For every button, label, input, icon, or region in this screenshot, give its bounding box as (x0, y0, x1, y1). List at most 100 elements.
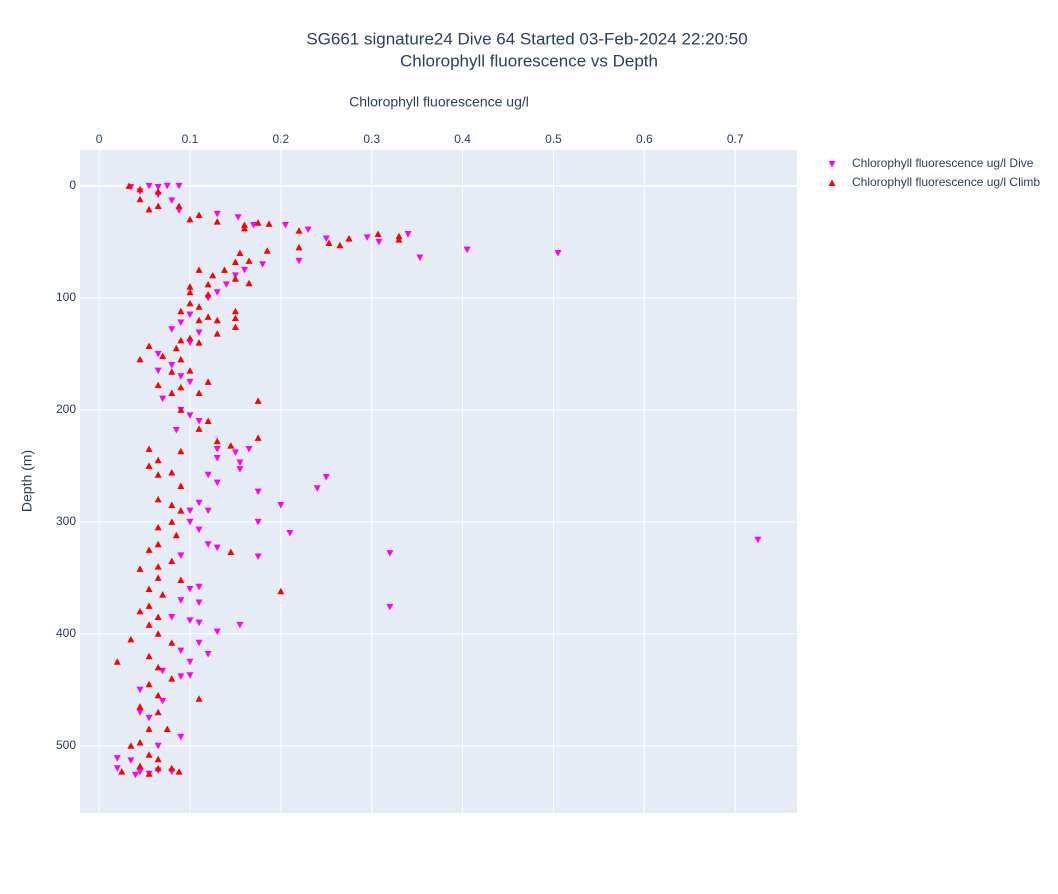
point (136, 185, 144, 193)
point (172, 426, 180, 434)
point (168, 469, 176, 476)
point (754, 536, 762, 544)
point (204, 313, 212, 320)
point (254, 434, 262, 441)
point (295, 257, 303, 265)
point (168, 501, 176, 509)
point (177, 383, 185, 391)
point (322, 474, 330, 481)
point (145, 462, 153, 469)
point (231, 449, 239, 456)
point (240, 224, 248, 232)
point (204, 507, 212, 515)
point (168, 557, 176, 565)
point (154, 367, 162, 375)
point (177, 673, 185, 680)
point (213, 218, 221, 225)
point (168, 368, 176, 375)
point (177, 319, 185, 326)
point (154, 574, 162, 581)
point (195, 266, 203, 273)
point (118, 768, 126, 775)
point (175, 768, 183, 775)
point (195, 619, 203, 627)
point (236, 466, 244, 473)
point (186, 412, 194, 419)
point (195, 583, 203, 591)
point (175, 207, 183, 214)
point (213, 454, 221, 462)
point (154, 630, 162, 637)
point (154, 755, 162, 763)
point (204, 280, 212, 288)
x-tick-label: 0.6 (636, 132, 653, 146)
point (177, 336, 185, 344)
point (286, 530, 294, 537)
point (363, 234, 371, 241)
point (231, 258, 239, 265)
point (195, 418, 203, 425)
point (186, 378, 194, 386)
point (240, 266, 248, 274)
y-tick-label: 300 (56, 514, 76, 528)
point (127, 635, 135, 643)
point (195, 211, 203, 218)
point (227, 548, 235, 556)
point (177, 482, 185, 489)
x-tick-label: 0.1 (182, 132, 199, 146)
point (281, 222, 289, 229)
point (154, 691, 162, 699)
point (195, 526, 203, 534)
point (186, 586, 194, 593)
point (136, 686, 144, 694)
point (254, 518, 262, 526)
point (227, 442, 235, 449)
x-tick-label: 0.5 (545, 132, 562, 146)
point (213, 289, 221, 296)
point (186, 283, 194, 290)
point (168, 197, 176, 204)
point (159, 591, 167, 598)
point (345, 234, 353, 242)
point (127, 742, 135, 749)
point (113, 755, 121, 762)
point (186, 311, 194, 319)
point (231, 307, 239, 315)
point (145, 621, 153, 628)
point (186, 299, 194, 307)
point (195, 339, 203, 346)
point (168, 518, 176, 525)
point (154, 381, 162, 389)
point (231, 275, 239, 282)
point (145, 680, 153, 688)
point (204, 650, 212, 658)
point (554, 250, 562, 257)
point (159, 698, 167, 705)
point (168, 614, 176, 621)
x-tick-label: 0.4 (454, 132, 471, 146)
point (154, 663, 162, 671)
chart-subtitle: Chlorophyll fluorescence vs Depth (400, 51, 658, 70)
point (195, 425, 203, 432)
point (177, 597, 185, 604)
point (177, 447, 185, 455)
point (220, 266, 228, 273)
point (463, 246, 471, 254)
point (374, 230, 382, 237)
point (177, 552, 185, 559)
legend-symbol (828, 161, 836, 168)
point (136, 703, 144, 710)
y-tick-label: 200 (56, 402, 76, 416)
point (186, 334, 194, 342)
point (204, 290, 212, 298)
point (186, 672, 194, 679)
point (154, 613, 162, 621)
point (245, 279, 253, 287)
point (168, 362, 176, 369)
point (204, 541, 212, 548)
y-tick-label: 400 (56, 626, 76, 640)
point (277, 587, 285, 595)
point (177, 733, 185, 741)
y-tick-label: 100 (56, 290, 76, 304)
point (154, 495, 162, 503)
